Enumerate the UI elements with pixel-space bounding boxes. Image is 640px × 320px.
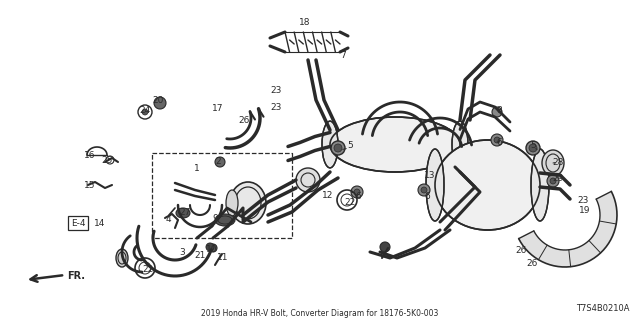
Circle shape <box>206 243 214 251</box>
Ellipse shape <box>176 208 190 218</box>
Text: 29: 29 <box>552 173 564 182</box>
Text: 22: 22 <box>344 197 356 206</box>
Ellipse shape <box>452 121 468 168</box>
Text: 19: 19 <box>579 205 591 214</box>
Text: 8: 8 <box>496 106 502 115</box>
Text: 6: 6 <box>355 191 361 201</box>
Ellipse shape <box>215 214 235 226</box>
Circle shape <box>491 134 503 146</box>
Text: 9: 9 <box>212 213 218 222</box>
Ellipse shape <box>230 182 266 224</box>
Ellipse shape <box>330 117 460 172</box>
Text: 6: 6 <box>496 138 502 147</box>
Text: 28: 28 <box>552 157 564 166</box>
Text: 10: 10 <box>206 244 218 253</box>
Circle shape <box>418 184 430 196</box>
Circle shape <box>296 168 320 192</box>
Circle shape <box>529 144 537 152</box>
Circle shape <box>550 178 556 184</box>
Circle shape <box>351 186 363 198</box>
Text: 16: 16 <box>84 150 96 159</box>
Circle shape <box>354 189 360 195</box>
Text: 21: 21 <box>195 252 205 260</box>
Circle shape <box>331 141 345 155</box>
Text: 23: 23 <box>577 196 589 204</box>
Text: 13: 13 <box>424 171 436 180</box>
Circle shape <box>334 144 342 152</box>
Text: 2: 2 <box>215 156 221 165</box>
Text: 6: 6 <box>424 191 430 201</box>
Circle shape <box>142 109 148 115</box>
Ellipse shape <box>226 190 238 216</box>
Circle shape <box>421 187 427 193</box>
Text: 5: 5 <box>530 140 536 149</box>
Circle shape <box>494 137 500 143</box>
Text: 17: 17 <box>212 103 224 113</box>
Text: 5: 5 <box>347 140 353 149</box>
Ellipse shape <box>531 149 549 221</box>
Text: E-4: E-4 <box>71 219 85 228</box>
Text: 25: 25 <box>101 156 113 164</box>
Ellipse shape <box>322 121 338 168</box>
Ellipse shape <box>542 150 564 176</box>
Circle shape <box>492 107 502 117</box>
Circle shape <box>547 175 559 187</box>
Text: 18: 18 <box>300 18 311 27</box>
Circle shape <box>209 244 217 252</box>
Ellipse shape <box>435 140 540 230</box>
Text: 15: 15 <box>84 180 96 189</box>
Circle shape <box>526 141 540 155</box>
Text: 20: 20 <box>152 95 164 105</box>
Text: 23: 23 <box>270 102 282 111</box>
Ellipse shape <box>426 149 444 221</box>
Text: 2019 Honda HR-V Bolt, Converter Diagram for 18176-5K0-003: 2019 Honda HR-V Bolt, Converter Diagram … <box>202 309 438 318</box>
Circle shape <box>380 242 390 252</box>
Text: T7S4B0210A: T7S4B0210A <box>577 304 630 313</box>
Polygon shape <box>518 191 617 267</box>
Text: 23: 23 <box>270 85 282 94</box>
Text: 26: 26 <box>238 116 250 124</box>
Text: FR.: FR. <box>67 271 85 281</box>
Text: 24: 24 <box>140 106 150 115</box>
Text: 1: 1 <box>194 164 200 172</box>
Ellipse shape <box>116 249 128 267</box>
Text: 26: 26 <box>526 260 538 268</box>
Text: 4: 4 <box>165 214 171 223</box>
Text: 3: 3 <box>179 247 185 257</box>
Text: 11: 11 <box>217 252 228 261</box>
Text: 27: 27 <box>179 207 191 217</box>
Text: 26: 26 <box>515 245 527 254</box>
Circle shape <box>154 97 166 109</box>
Text: 7: 7 <box>340 51 346 60</box>
Circle shape <box>215 157 225 167</box>
Text: 22: 22 <box>142 266 154 275</box>
Text: 12: 12 <box>323 190 333 199</box>
Text: 14: 14 <box>94 219 106 228</box>
